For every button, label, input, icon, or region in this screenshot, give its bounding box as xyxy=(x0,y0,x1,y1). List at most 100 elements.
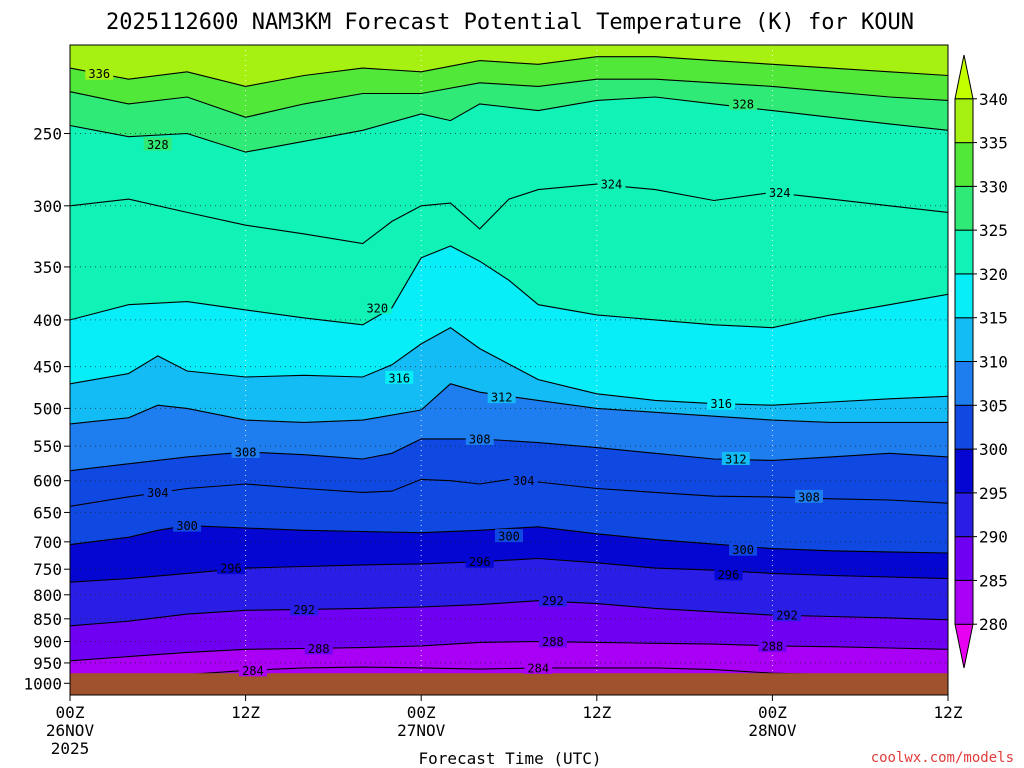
contour-label: 304 xyxy=(147,486,169,500)
contour-label: 296 xyxy=(718,568,740,582)
y-tick-label: 300 xyxy=(33,197,62,216)
contour-label: 292 xyxy=(776,609,798,623)
contour-label: 316 xyxy=(710,397,732,411)
contour-label: 288 xyxy=(542,635,564,649)
grid-lines xyxy=(70,45,948,695)
colorbar-swatch xyxy=(954,361,974,406)
plot-frame xyxy=(69,44,949,696)
contour-label-bg xyxy=(465,431,494,445)
colorbar-label: 285 xyxy=(979,571,1008,590)
contour-label-bg xyxy=(714,567,743,581)
colorbar-label: 290 xyxy=(979,528,1008,547)
contour-288 xyxy=(70,640,948,662)
colorbar-label: 330 xyxy=(979,177,1008,196)
credit-text[interactable]: coolwx.com/models xyxy=(871,750,1014,766)
x-tick-year: 2025 xyxy=(51,739,90,758)
colorbar-swatch xyxy=(954,492,974,538)
contour-label: 288 xyxy=(762,639,784,653)
colorbar-swatch xyxy=(954,142,974,187)
colorbar-label: 340 xyxy=(979,90,1008,109)
y-tick-label: 550 xyxy=(33,437,62,456)
contour-label-bg xyxy=(729,96,758,110)
contour-label-bg xyxy=(758,638,787,652)
x-axis-label: Forecast Time (UTC) xyxy=(418,749,601,768)
colorbar-swatch xyxy=(954,623,974,669)
colorbar-label: 325 xyxy=(979,221,1008,240)
contour-label-bg xyxy=(524,660,553,674)
colorbar-swatch xyxy=(954,273,974,319)
x-tick-date: 27NOV xyxy=(397,721,446,740)
colorbar-label: 305 xyxy=(979,396,1008,415)
contour-label: 292 xyxy=(293,603,315,617)
colorbar-label: 320 xyxy=(979,265,1008,284)
y-tick-label: 700 xyxy=(33,533,62,552)
contour-label-bg xyxy=(85,66,114,80)
contour-label: 292 xyxy=(542,594,564,608)
contour-label: 308 xyxy=(798,490,820,504)
contour-label-bg xyxy=(765,185,794,199)
x-tick-label: 00Z xyxy=(56,703,85,722)
contour-label-bg xyxy=(597,177,626,191)
colorbar-swatch xyxy=(954,404,974,450)
contour-label-bg xyxy=(509,473,538,487)
contour-label-bg xyxy=(495,529,523,543)
contour-label-bg xyxy=(465,554,494,568)
colorbar-swatch xyxy=(954,229,974,275)
contour-label: 312 xyxy=(725,452,747,466)
contour-label: 296 xyxy=(469,555,491,569)
contour-label: 308 xyxy=(469,432,491,446)
fill-band-336 xyxy=(70,45,948,87)
colorbar-swatch xyxy=(954,448,974,494)
contour-328 xyxy=(70,96,948,153)
contour-label: 336 xyxy=(88,67,110,81)
contour-label: 284 xyxy=(527,661,549,675)
filled-contours xyxy=(70,45,948,695)
y-tick-label: 400 xyxy=(33,311,62,330)
contour-316 xyxy=(70,327,948,406)
contour-label: 328 xyxy=(732,97,754,111)
contour-label-bg xyxy=(707,396,736,410)
contour-label: 324 xyxy=(601,178,623,192)
x-tick-date: 26NOV xyxy=(46,721,95,740)
contour-label-bg xyxy=(538,634,567,648)
contour-label: 328 xyxy=(147,138,169,152)
contour-label: 300 xyxy=(176,519,198,533)
y-axis: 250 300 350 400 450 500 550 600 650 700 750 800 850 9… xyxy=(23,124,70,693)
contour-label-bg xyxy=(363,300,392,314)
colorbar-label: 315 xyxy=(979,309,1008,328)
colorbar-label: 310 xyxy=(979,353,1008,372)
contour-304 xyxy=(70,478,948,507)
chart-title: 2025112600 NAM3KM Forecast Potential Tem… xyxy=(106,10,914,35)
y-tick-label: 950 xyxy=(33,654,62,673)
contour-292 xyxy=(70,600,948,627)
contour-label: 304 xyxy=(513,474,535,488)
x-tick-label: 12Z xyxy=(582,703,611,722)
colorbar-swatch xyxy=(954,536,974,581)
contour-label: 288 xyxy=(308,642,330,656)
contour-labels: 336 328 328 324 324 320 316 316 312 312 308 308 308 3… xyxy=(85,66,823,678)
colorbar-swatch xyxy=(954,54,974,100)
y-tick-label: 500 xyxy=(33,399,62,418)
contour-296 xyxy=(70,557,948,583)
contour-label-bg xyxy=(773,608,802,622)
contour-312 xyxy=(70,383,948,425)
y-tick-label: 450 xyxy=(33,358,62,377)
contour-label-bg xyxy=(216,561,245,575)
contour-320 xyxy=(70,245,948,329)
contour-label-bg xyxy=(385,370,414,384)
y-tick-label: 600 xyxy=(33,472,62,491)
ground-surface xyxy=(70,673,948,695)
contour-label: 320 xyxy=(366,301,388,315)
contour-label-bg xyxy=(238,663,267,677)
y-tick-label: 650 xyxy=(33,503,62,522)
contour-336 xyxy=(70,56,948,87)
colorbar-label: 295 xyxy=(979,484,1008,503)
colorbar: 280 285 290 295 300 305 310 315 320 325 330 335 340 xyxy=(954,54,1008,669)
colorbar-label: 280 xyxy=(979,615,1008,634)
colorbar-swatch xyxy=(954,579,974,625)
contour-label-bg xyxy=(231,444,260,458)
contour-332 xyxy=(70,78,948,118)
contour-label: 312 xyxy=(491,391,513,405)
contour-label: 300 xyxy=(498,530,520,544)
